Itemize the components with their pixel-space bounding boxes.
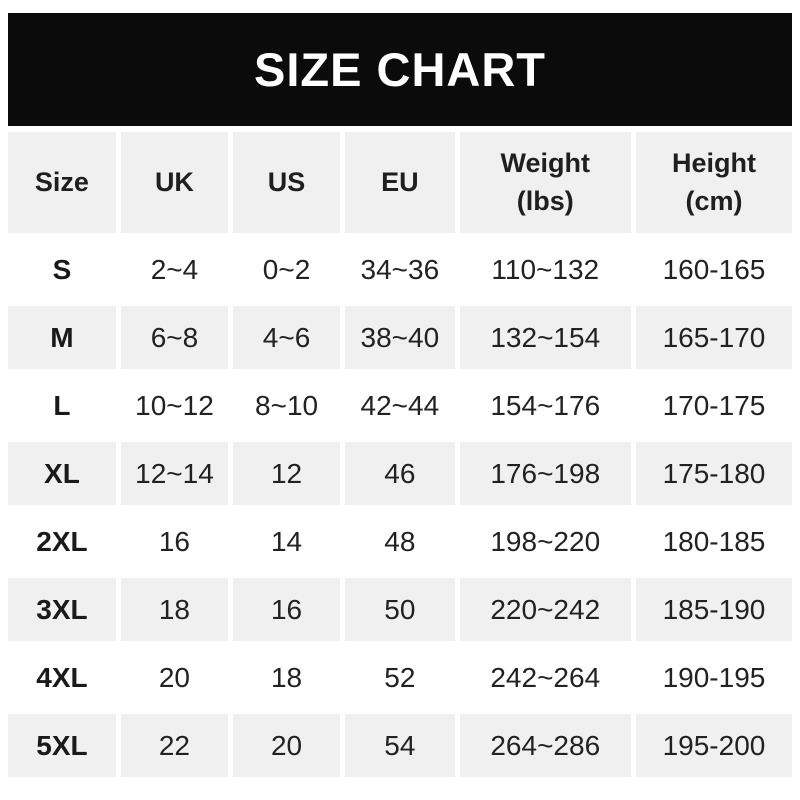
table-cell: 34~36 [345, 238, 460, 306]
table-cell: 2XL [8, 510, 121, 578]
table-cell: 4XL [8, 646, 121, 714]
table-cell: 195-200 [635, 714, 792, 782]
table-cell: 16 [233, 578, 346, 646]
table-row-4xl: 4XL 20 18 52 242~264 190-195 [8, 646, 792, 714]
col-header-size-label: Size [34, 166, 89, 197]
table-cell: 52 [345, 646, 460, 714]
col-header-uk-label: UK [154, 166, 194, 197]
col-header-uk: UK [120, 132, 233, 238]
page-title: SIZE CHART [254, 43, 546, 96]
size-chart-table: Size UK US EU Weight (lbs) Height (cm) S… [8, 132, 792, 782]
table-cell: 54 [345, 714, 460, 782]
table-cell: 3XL [8, 578, 121, 646]
table-cell: 18 [233, 646, 346, 714]
col-header-eu: EU [345, 132, 460, 238]
table-cell: L [8, 374, 121, 442]
col-header-height: Height (cm) [635, 132, 792, 238]
table-row-l: L 10~12 8~10 42~44 154~176 170-175 [8, 374, 792, 442]
table-row-5xl: 5XL 22 20 54 264~286 195-200 [8, 714, 792, 782]
col-header-us: US [233, 132, 346, 238]
table-row-2xl: 2XL 16 14 48 198~220 180-185 [8, 510, 792, 578]
table-cell: 8~10 [233, 374, 346, 442]
table-cell: 154~176 [459, 374, 636, 442]
table-row-3xl: 3XL 18 16 50 220~242 185-190 [8, 578, 792, 646]
table-cell: 14 [233, 510, 346, 578]
table-cell: 12~14 [120, 442, 233, 510]
table-cell: S [8, 238, 121, 306]
table-cell: 175-180 [635, 442, 792, 510]
table-cell: 220~242 [459, 578, 636, 646]
table-cell: XL [8, 442, 121, 510]
table-cell: 185-190 [635, 578, 792, 646]
table-cell: 264~286 [459, 714, 636, 782]
table-cell: 6~8 [120, 306, 233, 374]
table-cell: 20 [233, 714, 346, 782]
table-cell: 50 [345, 578, 460, 646]
col-header-size: Size [8, 132, 121, 238]
table-cell: 0~2 [233, 238, 346, 306]
table-header-row: Size UK US EU Weight (lbs) Height (cm) [8, 132, 792, 238]
table-cell: 132~154 [459, 306, 636, 374]
table-cell: 165-170 [635, 306, 792, 374]
col-header-weight: Weight (lbs) [459, 132, 636, 238]
table-cell: 38~40 [345, 306, 460, 374]
table-cell: 10~12 [120, 374, 233, 442]
col-header-us-label: US [267, 166, 306, 197]
table-cell: 170-175 [635, 374, 792, 442]
size-chart-banner: SIZE CHART [8, 13, 792, 126]
table-cell: 176~198 [459, 442, 636, 510]
table-cell: 198~220 [459, 510, 636, 578]
table-row-m: M 6~8 4~6 38~40 132~154 165-170 [8, 306, 792, 374]
table-cell: 242~264 [459, 646, 636, 714]
table-cell: 12 [233, 442, 346, 510]
table-cell: 16 [120, 510, 233, 578]
table-cell: 190-195 [635, 646, 792, 714]
table-cell: 42~44 [345, 374, 460, 442]
table-cell: 22 [120, 714, 233, 782]
table-cell: 48 [345, 510, 460, 578]
table-cell: M [8, 306, 121, 374]
table-cell: 160-165 [635, 238, 792, 306]
table-cell: 2~4 [120, 238, 233, 306]
table-cell: 20 [120, 646, 233, 714]
table-row-xl: XL 12~14 12 46 176~198 175-180 [8, 442, 792, 510]
table-cell: 110~132 [459, 238, 636, 306]
table-row-s: S 2~4 0~2 34~36 110~132 160-165 [8, 238, 792, 306]
table-cell: 4~6 [233, 306, 346, 374]
table-cell: 180-185 [635, 510, 792, 578]
size-chart-page: SIZE CHART Size UK US EU Weight (lbs) He… [8, 13, 792, 782]
table-cell: 5XL [8, 714, 121, 782]
col-header-eu-label: EU [381, 166, 419, 197]
col-header-height-label: Height (cm) [671, 147, 756, 216]
table-cell: 46 [345, 442, 460, 510]
table-cell: 18 [120, 578, 233, 646]
col-header-weight-label: Weight (lbs) [500, 147, 591, 216]
